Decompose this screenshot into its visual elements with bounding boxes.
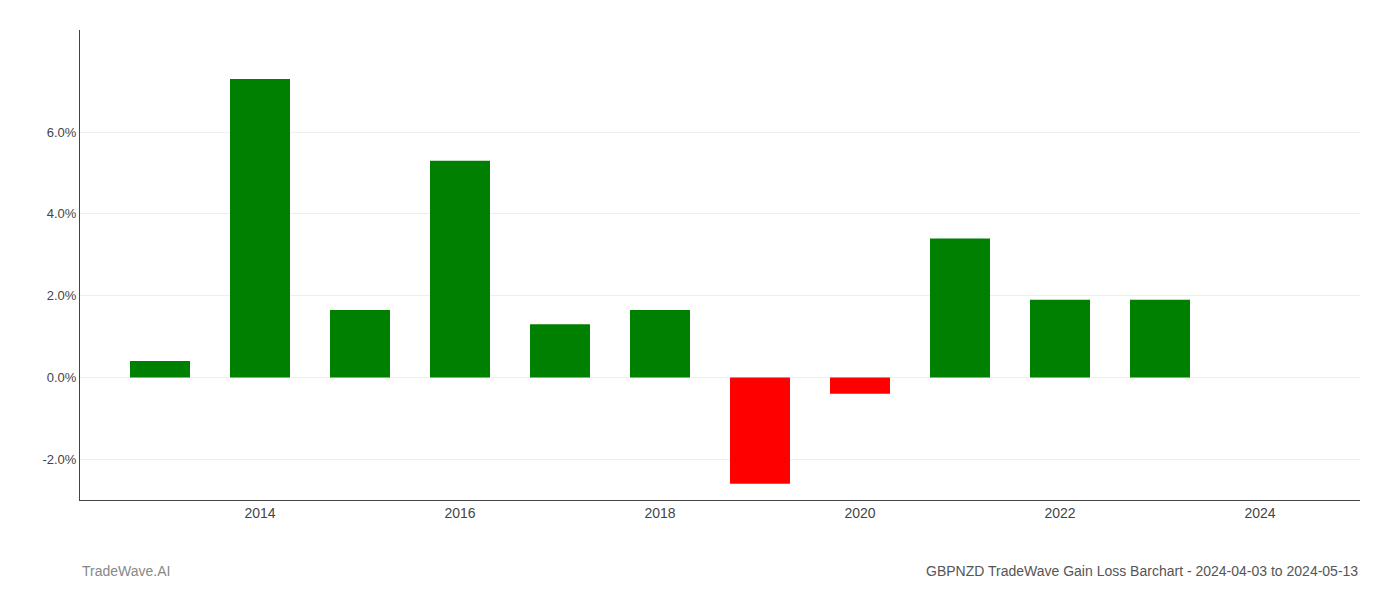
svg-text:2016: 2016 — [444, 505, 475, 521]
svg-text:-2.0%: -2.0% — [42, 452, 76, 467]
svg-text:0.0%: 0.0% — [47, 370, 77, 385]
svg-text:2018: 2018 — [644, 505, 675, 521]
svg-text:2.0%: 2.0% — [47, 288, 77, 303]
svg-text:GBPNZD TradeWave Gain Loss Bar: GBPNZD TradeWave Gain Loss Barchart - 20… — [926, 563, 1358, 579]
svg-text:2022: 2022 — [1044, 505, 1075, 521]
svg-text:2014: 2014 — [244, 505, 275, 521]
svg-text:6.0%: 6.0% — [47, 125, 77, 140]
svg-text:TradeWave.AI: TradeWave.AI — [82, 563, 170, 579]
svg-text:2020: 2020 — [844, 505, 875, 521]
svg-text:4.0%: 4.0% — [47, 206, 77, 221]
svg-text:2024: 2024 — [1244, 505, 1275, 521]
